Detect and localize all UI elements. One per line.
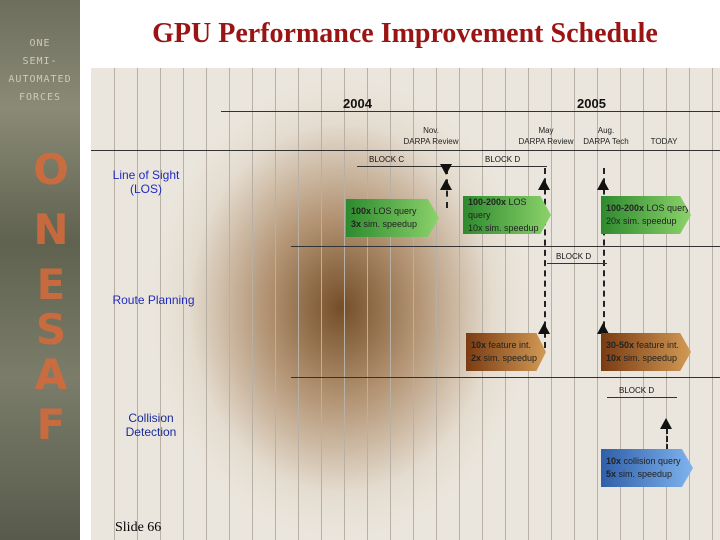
milestone-marker-icon (440, 164, 452, 175)
sidebar-text-semi: SEMI- (22, 56, 58, 67)
route-target-10x: 10x feature int. 2x sim. speedup (466, 333, 546, 371)
milestone-line-today (666, 428, 668, 458)
milestone-nov-darpa-review: Nov. DARPA Review (396, 125, 466, 147)
grid-line (505, 68, 506, 540)
milestone-line1: Nov. (423, 126, 439, 135)
grid-line (574, 68, 575, 540)
grid-line (321, 68, 322, 540)
milestone-line2: DARPA Tech (583, 137, 629, 146)
row-label-line2: (LOS) (129, 182, 162, 196)
sidebar-text-one: ONE (29, 38, 51, 49)
grid-line (620, 68, 621, 540)
grid-line (459, 68, 460, 540)
grid-line (643, 68, 644, 540)
row-divider (291, 377, 720, 378)
grid-line (229, 68, 230, 540)
milestone-aug-darpa-tech: Aug. DARPA Tech (573, 125, 639, 147)
branding-sidebar: ONE SEMI- AUTOMATED FORCES O N E S A F (0, 0, 80, 540)
schedule-chart: 2004 2005 Nov. DARPA Review May DARPA Re… (91, 68, 720, 540)
slide-title: GPU Performance Improvement Schedule (152, 18, 658, 49)
year-2005: 2005 (577, 96, 606, 111)
row-label-route-planning: Route Planning (112, 293, 195, 307)
grid-line (666, 68, 667, 540)
grid-line (298, 68, 299, 540)
milestone-marker-icon (538, 179, 550, 190)
milestone-line2: DARPA Review (518, 137, 574, 146)
grid-line (712, 68, 713, 540)
milestone-may-darpa-review: May DARPA Review (511, 125, 581, 147)
grid-line (436, 68, 437, 540)
milestone-line1: Aug. (597, 126, 615, 135)
sidebar-letter-f: F (36, 400, 66, 449)
block-d-bar (607, 397, 677, 398)
milestone-line2: DARPA Review (403, 137, 459, 146)
row-label-line2: Detection (125, 425, 177, 439)
row-label-collision-detection: Collision Detection (101, 411, 201, 439)
milestone-marker-icon (597, 323, 609, 334)
sidebar-letter-o: O (33, 145, 69, 194)
block-c-label: BLOCK C (369, 155, 405, 164)
year-header-line (221, 111, 720, 112)
los-target-aug: 100-200x LOS query 20x sim. speedup (601, 196, 691, 234)
grid-line (206, 68, 207, 540)
milestone-line1: TODAY (650, 137, 678, 146)
sidebar-letter-n: N (33, 205, 69, 254)
grid-line (183, 68, 184, 540)
row-label-los: Line of Sight (LOS) (101, 168, 191, 196)
los-target-100x: 100x LOS query 3x sim. speedup (346, 199, 439, 237)
block-d-label: BLOCK D (619, 386, 655, 395)
slide-number: Slide 66 (115, 520, 162, 535)
grid-line (344, 68, 345, 540)
block-d-bar (447, 166, 547, 167)
row-divider (91, 150, 720, 151)
year-2004: 2004 (343, 96, 372, 111)
milestone-marker-icon (597, 179, 609, 190)
route-target-30-50x: 30-50x feature int. 10x sim. speedup (601, 333, 691, 371)
block-d-bar (547, 263, 607, 264)
los-target-may: 100-200x LOS query 10x sim. speedup (463, 196, 551, 234)
row-divider (291, 246, 720, 247)
sidebar-letter-a: A (34, 350, 68, 399)
block-d-label: BLOCK D (485, 155, 521, 164)
milestone-marker-icon (440, 179, 452, 190)
milestone-line-may (544, 168, 546, 348)
grid-line (367, 68, 368, 540)
grid-line (482, 68, 483, 540)
milestone-line1: May (538, 126, 554, 135)
grid-line (137, 68, 138, 540)
row-label-line1: Collision (128, 411, 174, 425)
grid-line (252, 68, 253, 540)
row-label-line1: Line of Sight (112, 168, 180, 182)
block-d-label: BLOCK D (556, 252, 592, 261)
grid-line (597, 68, 598, 540)
milestone-marker-icon (660, 418, 672, 429)
grid-line (114, 68, 115, 540)
milestone-marker-icon (538, 323, 550, 334)
grid-line (275, 68, 276, 540)
sidebar-text-forces: FORCES (18, 92, 62, 103)
block-c-bar (357, 166, 447, 167)
sidebar-letter-e: E (36, 260, 66, 309)
collision-target-10x: 10x collision query 5x sim. speedup (601, 449, 693, 487)
sidebar-text-automated: AUTOMATED (8, 74, 72, 85)
grid-line (390, 68, 391, 540)
grid-line (551, 68, 552, 540)
grid-line (528, 68, 529, 540)
grid-line (689, 68, 690, 540)
grid-line (160, 68, 161, 540)
sidebar-letter-s: S (35, 305, 67, 354)
milestone-today: TODAY (641, 136, 687, 147)
grid-line (413, 68, 414, 540)
